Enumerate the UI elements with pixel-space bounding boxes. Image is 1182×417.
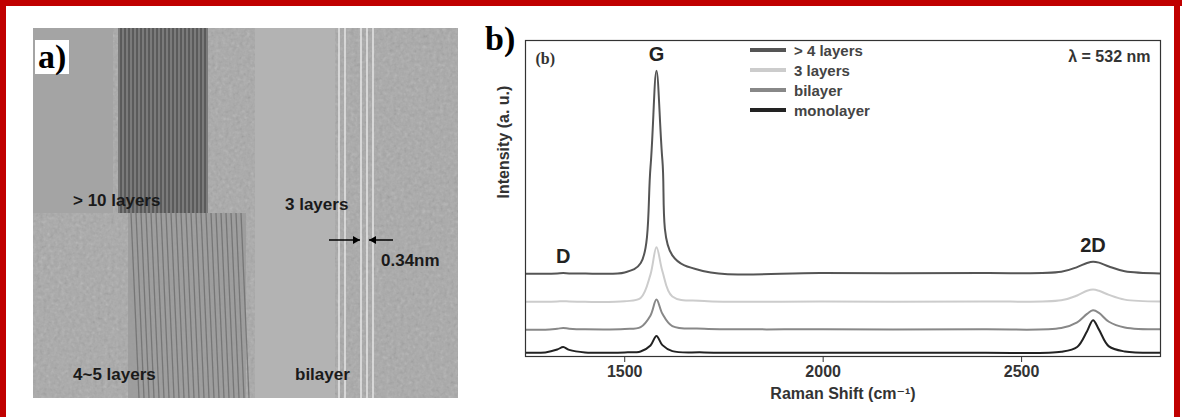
html-text:monolayer: monolayer <box>794 101 870 119</box>
svg-text:Intensity (a. u.): Intensity (a. u.) <box>495 86 512 199</box>
html-text:3 layers: 3 layers <box>794 61 850 79</box>
svg-text:1500: 1500 <box>607 363 643 380</box>
svg-text:2500: 2500 <box>1004 363 1040 380</box>
svg-text:> 10 layers: > 10 layers <box>73 191 160 210</box>
svg-text:λ = 532 nm: λ = 532 nm <box>1068 48 1150 65</box>
svg-text:2000: 2000 <box>805 363 841 380</box>
svg-text:0.34nm: 0.34nm <box>381 251 440 270</box>
svg-text:G: G <box>649 43 665 65</box>
svg-text:4~5 layers: 4~5 layers <box>73 365 156 384</box>
svg-text:bilayer: bilayer <box>295 365 350 384</box>
svg-text:2D: 2D <box>1080 234 1106 256</box>
svg-text:Raman Shift (cm⁻¹): Raman Shift (cm⁻¹) <box>770 385 915 402</box>
html-text:> 4 layers: > 4 layers <box>794 41 863 59</box>
svg-text:D: D <box>556 245 570 267</box>
svg-text:3 layers: 3 layers <box>285 195 348 214</box>
html-text:bilayer: bilayer <box>794 81 843 99</box>
svg-text:(b): (b) <box>536 50 556 68</box>
html-text:a): a) <box>38 38 67 75</box>
html-text:b): b) <box>485 20 516 57</box>
